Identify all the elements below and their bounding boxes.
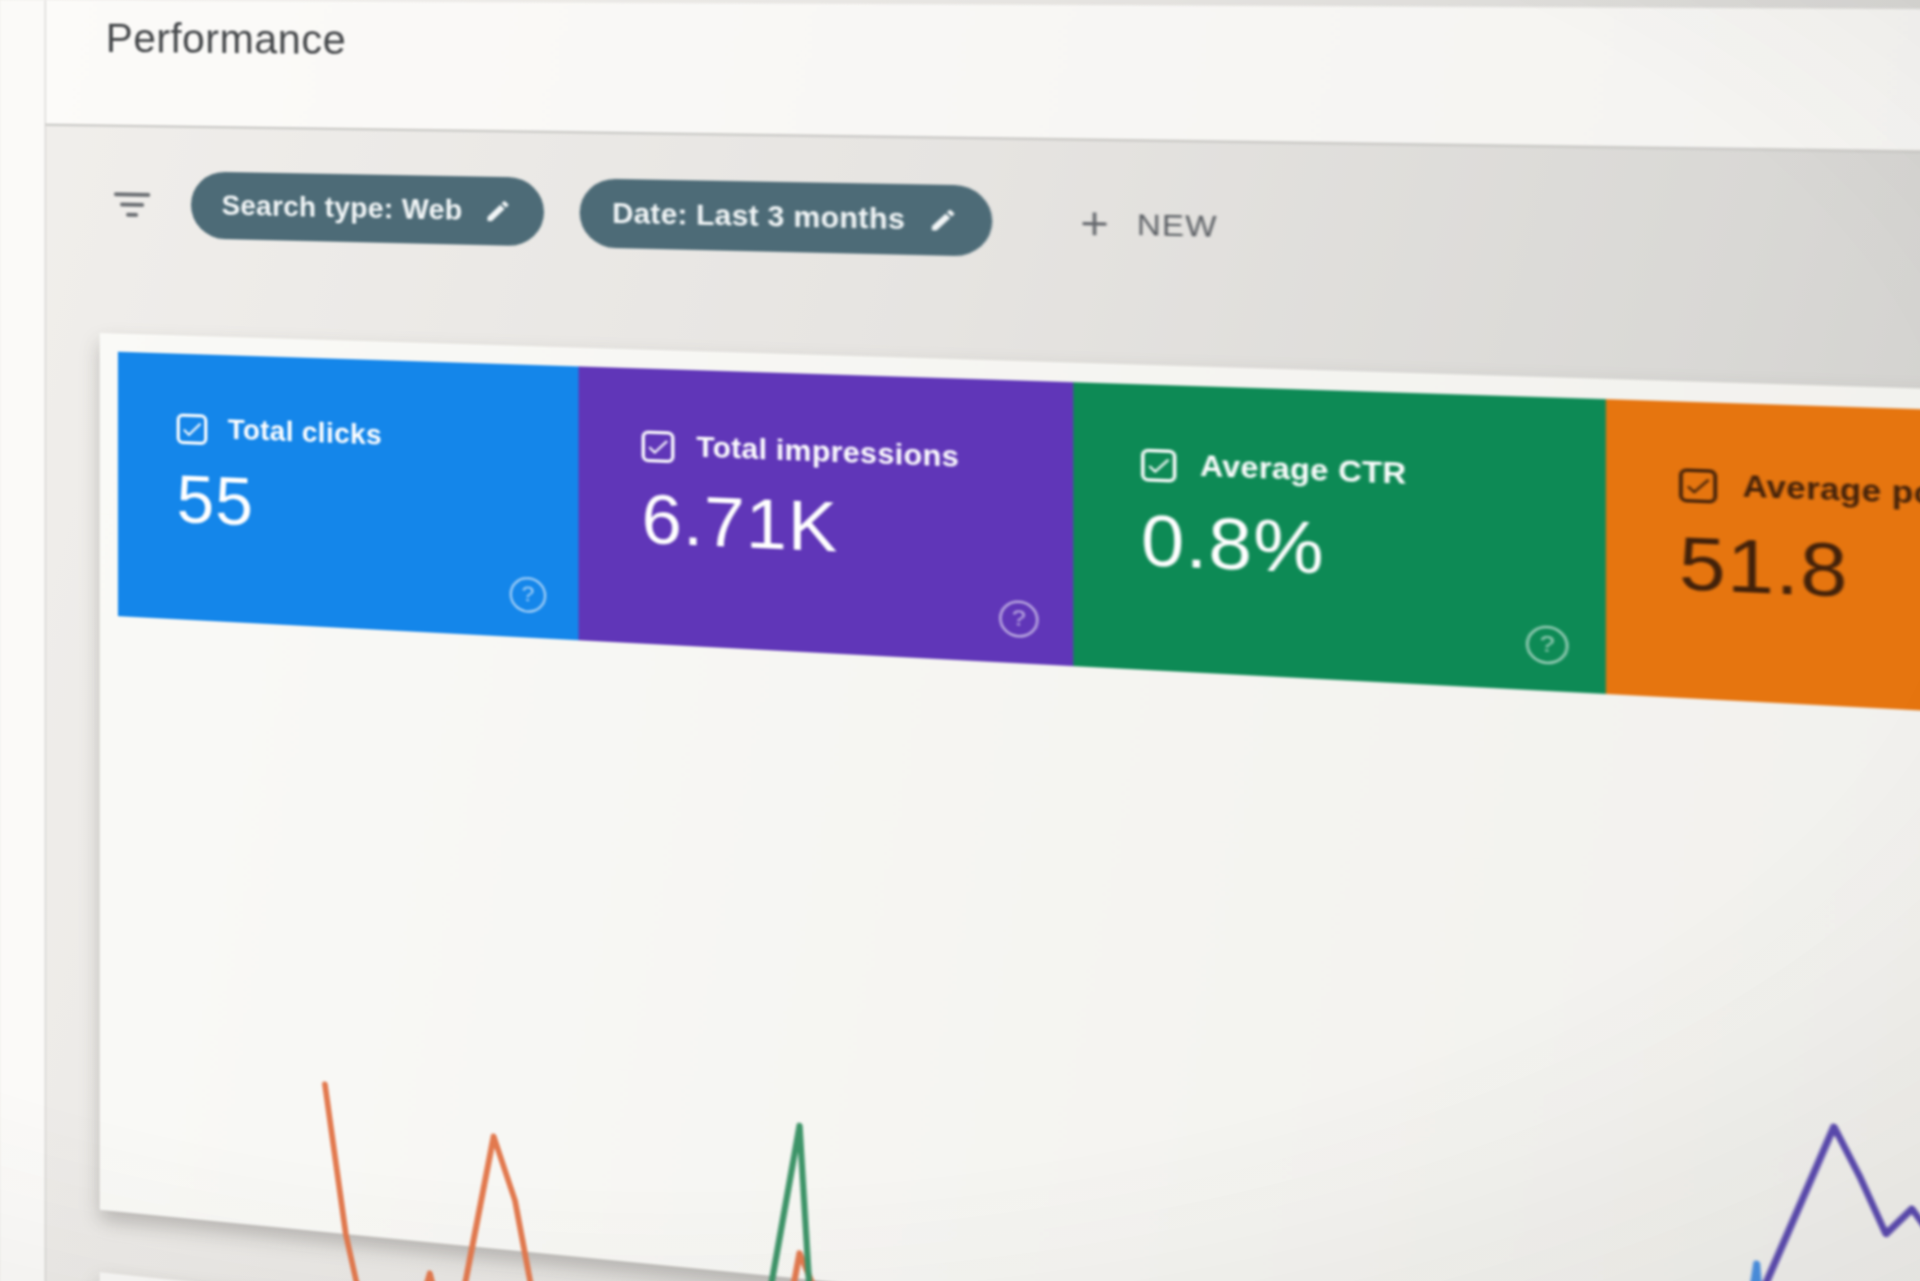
- filter-list-icon[interactable]: [112, 192, 152, 225]
- checked-checkbox[interactable]: [1141, 448, 1177, 483]
- search-type-chip[interactable]: Search type: Web: [190, 171, 544, 247]
- series-total-clicks: [325, 912, 1920, 1281]
- app-header: Performance: [45, 0, 1920, 165]
- help-icon[interactable]: ?: [509, 576, 547, 614]
- metric-label: Total clicks: [227, 414, 383, 451]
- new-filter-button[interactable]: + NEW: [1073, 194, 1225, 258]
- metric-label: Total impressions: [696, 431, 960, 474]
- check-icon: [1687, 477, 1710, 494]
- page-title: Performance: [105, 16, 347, 64]
- metric-value: 55: [176, 461, 254, 540]
- check-icon: [648, 439, 668, 454]
- metric-value: 6.71K: [641, 479, 839, 567]
- check-icon: [1148, 457, 1170, 474]
- new-filter-label: NEW: [1136, 207, 1218, 244]
- metric-card-total-impressions[interactable]: Total impressions 6.71K ?: [578, 366, 1074, 667]
- pencil-icon: [931, 209, 954, 231]
- metric-label: Average position: [1742, 469, 1920, 515]
- metric-card-average-position[interactable]: Average position 51.8 ?: [1605, 399, 1920, 725]
- series-average-position: [325, 1084, 1920, 1281]
- performance-chart: 4/2/214/13/214/24/215/5/215/16/215/27/21…: [232, 816, 1920, 1281]
- metric-cards-row: Total clicks 55 ? Total impressions 6.71…: [117, 351, 1920, 725]
- date-range-chip-label: Date: Last 3 months: [612, 197, 906, 235]
- metric-label: Average CTR: [1200, 449, 1407, 491]
- date-range-chip[interactable]: Date: Last 3 months: [579, 178, 993, 257]
- metric-card-total-clicks[interactable]: Total clicks 55 ?: [117, 351, 579, 641]
- search-type-chip-label: Search type: Web: [221, 189, 463, 226]
- checked-checkbox[interactable]: [176, 412, 208, 445]
- checked-checkbox[interactable]: [1679, 467, 1718, 504]
- metric-value: 51.8: [1679, 521, 1849, 613]
- card-header: Average position: [1679, 467, 1920, 522]
- performance-panel: Total clicks 55 ? Total impressions 6.71…: [99, 333, 1920, 1281]
- series-total-impressions: [325, 986, 1920, 1281]
- help-icon[interactable]: ?: [1526, 624, 1569, 666]
- check-icon: [183, 421, 202, 437]
- card-header: Total impressions: [641, 429, 1074, 478]
- card-header: Average CTR: [1141, 448, 1606, 500]
- card-header: Total clicks: [176, 412, 579, 459]
- metric-value: 0.8%: [1141, 499, 1325, 589]
- series-average-ctr: [325, 1060, 1920, 1281]
- metric-card-average-ctr[interactable]: Average CTR 0.8% ?: [1073, 382, 1606, 695]
- checked-checkbox[interactable]: [641, 429, 675, 463]
- filter-toolbar: Search type: Web Date: Last 3 months + N…: [0, 168, 1920, 314]
- plus-icon: +: [1080, 198, 1109, 250]
- help-icon[interactable]: ?: [999, 599, 1039, 639]
- pencil-icon: [487, 200, 509, 222]
